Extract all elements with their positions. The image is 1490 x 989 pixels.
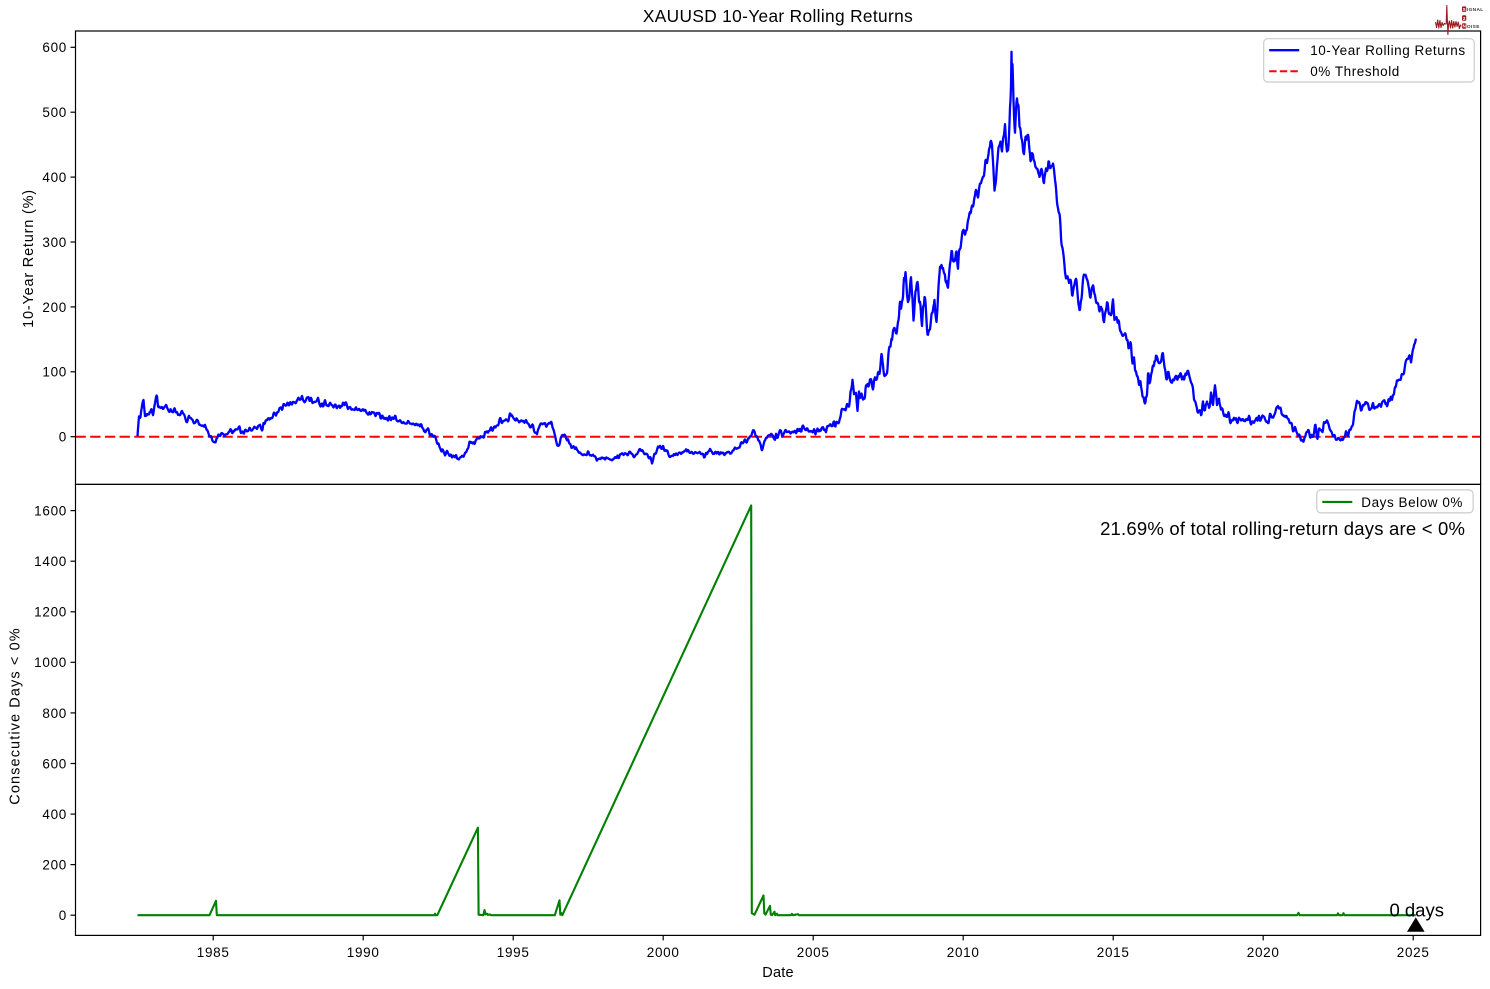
svg-text:2020: 2020: [1247, 945, 1280, 960]
svg-text:400: 400: [42, 170, 67, 185]
svg-text:IGNAL: IGNAL: [1467, 7, 1484, 13]
svg-text:600: 600: [42, 756, 67, 771]
svg-text:Days Below 0%: Days Below 0%: [1361, 495, 1463, 510]
svg-text:0: 0: [59, 908, 67, 923]
svg-text:1000: 1000: [34, 655, 67, 670]
svg-text:1600: 1600: [34, 504, 67, 519]
svg-text:2010: 2010: [947, 945, 980, 960]
svg-text:10-Year Return (%): 10-Year Return (%): [21, 189, 37, 328]
svg-text:S: S: [1463, 7, 1466, 12]
svg-text:2015: 2015: [1097, 945, 1130, 960]
svg-text:100: 100: [42, 365, 67, 380]
svg-text:10-Year Rolling Returns: 10-Year Rolling Returns: [1310, 43, 1465, 58]
svg-text:XAUUSD 10-Year Rolling Returns: XAUUSD 10-Year Rolling Returns: [643, 6, 913, 26]
svg-text:2: 2: [1463, 16, 1466, 21]
svg-text:0: 0: [59, 430, 67, 445]
svg-text:300: 300: [42, 235, 67, 250]
svg-text:200: 200: [42, 858, 67, 873]
svg-text:1985: 1985: [197, 945, 230, 960]
svg-text:400: 400: [42, 807, 67, 822]
svg-text:1995: 1995: [497, 945, 530, 960]
svg-text:0% Threshold: 0% Threshold: [1310, 64, 1400, 79]
svg-text:200: 200: [42, 300, 67, 315]
svg-text:500: 500: [42, 105, 67, 120]
svg-text:2000: 2000: [647, 945, 680, 960]
svg-text:Date: Date: [762, 965, 793, 981]
svg-text:Consecutive Days < 0%: Consecutive Days < 0%: [8, 627, 24, 804]
svg-text:21.69% of total rolling-return: 21.69% of total rolling-return days are …: [1100, 518, 1465, 539]
svg-text:0 days: 0 days: [1389, 900, 1444, 921]
svg-text:2005: 2005: [797, 945, 830, 960]
svg-text:1400: 1400: [34, 554, 67, 569]
svg-text:OISE: OISE: [1467, 24, 1480, 30]
svg-text:N: N: [1462, 24, 1466, 29]
svg-text:800: 800: [42, 706, 67, 721]
svg-text:2025: 2025: [1397, 945, 1430, 960]
svg-text:1200: 1200: [34, 605, 67, 620]
svg-text:1990: 1990: [347, 945, 380, 960]
svg-text:600: 600: [42, 40, 67, 55]
